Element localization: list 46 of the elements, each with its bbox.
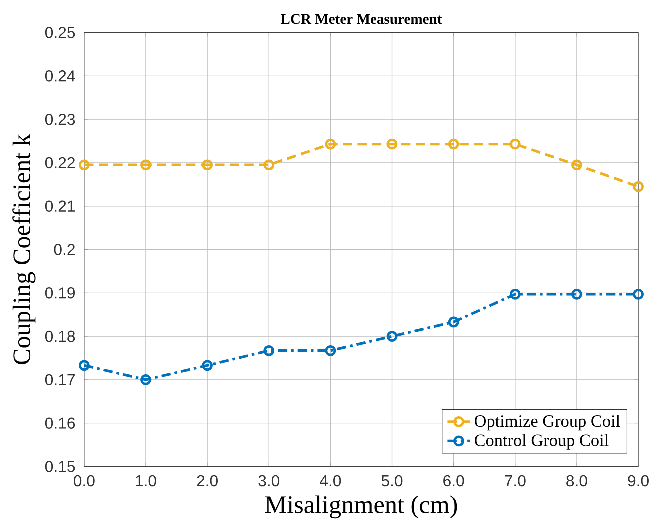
point [448, 138, 460, 150]
chart-title: LCR Meter Measurement [280, 14, 442, 24]
y-tick-label: 0.2 [54, 244, 75, 256]
point [78, 360, 90, 371]
point [140, 160, 152, 170]
legend-label: Optimize Group Coil [474, 414, 620, 430]
y-tick-label: 0.16 [45, 418, 76, 429]
point [202, 160, 213, 170]
x-tick-label: 0.0 [74, 475, 95, 486]
point [633, 288, 644, 300]
x-tick-label: 9.0 [628, 475, 649, 486]
point [572, 160, 582, 170]
point [633, 181, 644, 192]
y-tick-label: 0.18 [45, 330, 76, 342]
y-tick-label: 0.19 [45, 287, 76, 299]
x-tick-label: 4.0 [320, 475, 342, 486]
legend-label: Control Group Coil [474, 434, 609, 450]
y-tick-label: 0.24 [45, 70, 76, 82]
point [202, 360, 213, 371]
x-tick-label: 1.0 [136, 475, 156, 486]
y-tick-label: 0.15 [45, 460, 76, 472]
y-tick-label: 0.21 [45, 200, 75, 212]
x-tick-label: 8.0 [566, 475, 588, 486]
x-tick-label: 2.0 [197, 475, 218, 486]
y-tick-label: 0.25 [45, 27, 76, 38]
point [386, 330, 398, 342]
point [386, 138, 398, 150]
x-tick-label: 3.0 [258, 475, 280, 486]
x-tick-label: 7.0 [505, 475, 526, 486]
point [325, 345, 336, 356]
point [78, 160, 90, 170]
point [572, 288, 582, 300]
point [510, 138, 521, 150]
y-tick-label: 0.17 [45, 374, 75, 386]
point [325, 138, 336, 150]
point [264, 160, 275, 170]
point [264, 345, 275, 356]
y-tick-label: 0.22 [45, 157, 75, 168]
x-tick-label: 5.0 [382, 475, 403, 486]
point [140, 374, 152, 386]
y-tick-label: 0.23 [45, 114, 76, 126]
point [448, 316, 460, 328]
x-tick-label: 6.0 [444, 475, 464, 486]
y-axis-title: Coupling Coefficient k [12, 134, 36, 364]
point [510, 288, 521, 300]
x-axis-title: Misalignment (cm) [265, 496, 458, 518]
